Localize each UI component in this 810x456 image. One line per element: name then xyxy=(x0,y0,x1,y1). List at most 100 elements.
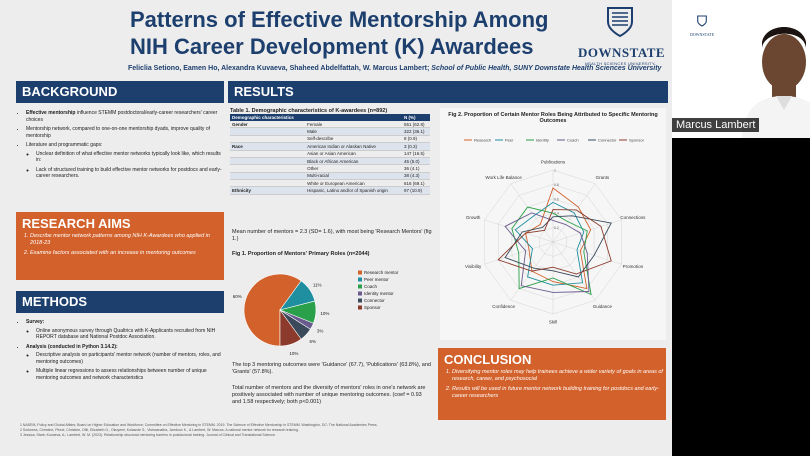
legend-swatch xyxy=(358,298,362,303)
methods-analysis: Analysis (conducted in Python 3.14.2): D… xyxy=(26,344,223,382)
demographics-table-block: Table 1. Demographic characteristics of … xyxy=(230,108,435,195)
table-row: Multi-racial 38 (4.3) xyxy=(230,172,430,181)
fig2-title: Fig 2. Proportion of Certain Mentor Role… xyxy=(448,112,658,124)
radar-axis-label: Skill xyxy=(549,320,557,325)
legend-swatch xyxy=(358,284,362,289)
shield-icon xyxy=(607,7,633,38)
poster-footnotes: 1 NASEM, Policy and Global Affairs; Boar… xyxy=(20,423,378,438)
radar-series-coach xyxy=(504,212,590,293)
radar-series-sponsor xyxy=(497,209,612,275)
pie-data-label: 11% xyxy=(313,283,322,288)
legend-label: Coach xyxy=(364,284,378,289)
row-label: Asian or Asian American xyxy=(305,150,402,158)
legend-label: Coach xyxy=(567,138,579,143)
radar-series-identity xyxy=(511,206,592,296)
poster-slide: Patterns of Effective Mentorship Among N… xyxy=(0,0,672,456)
row-value: 8 (0.9) xyxy=(401,135,430,144)
row-group xyxy=(230,179,306,188)
fig2-panel: Fig 2. Proportion of Certain Mentor Role… xyxy=(440,108,666,340)
radar-axis-label: Grants xyxy=(596,175,610,180)
row-value: 551 (62.8) xyxy=(401,121,430,129)
regression-result-text: Total number of mentors and the diversit… xyxy=(232,385,426,405)
row-group xyxy=(230,172,306,181)
row-value: 147 (16.5) xyxy=(401,150,430,158)
participant-name-label: Marcus Lambert xyxy=(672,118,760,132)
radar-axis-label: Confidence xyxy=(492,304,515,309)
row-label: Male xyxy=(305,127,402,136)
row-value: 322 (36.1) xyxy=(401,127,430,136)
radar-tick-label: 0.4 xyxy=(554,212,559,216)
row-label: Female xyxy=(305,121,402,129)
logo-name: DOWNSTATE xyxy=(578,45,666,60)
conclusion-1: Diversifying mentor roles may help train… xyxy=(452,369,666,382)
authors: Feliclia Setiono, Eamen Ho, Alexandra Ku… xyxy=(128,65,430,72)
methods-header: METHODS xyxy=(16,291,224,313)
radar-axis-label: Promotion xyxy=(623,264,644,269)
radar-axis-label: Guidance xyxy=(593,304,613,309)
pie-slice-research-mentor xyxy=(243,273,302,347)
row-group xyxy=(230,135,306,144)
participant-video-tile[interactable]: DOWNSTATE Marcus Lambert xyxy=(672,0,810,138)
aim-2: Examine factors associated with an incre… xyxy=(30,250,224,257)
background-sub-bullet-2: Lack of structured training to build eff… xyxy=(36,167,223,180)
row-label: White or European American xyxy=(305,179,402,188)
downstate-logo: DOWNSTATE HEALTH SCIENCES UNIVERSITY xyxy=(578,6,666,78)
radar-tick-label: 1 xyxy=(554,169,556,173)
radar-axis xyxy=(552,241,596,301)
title-line-2: NIH Career Development (K) Awardees xyxy=(130,34,534,59)
legend-swatch xyxy=(358,305,362,310)
demographics-table: Demographic characteristics N (%) Gender… xyxy=(230,114,430,195)
background-bullet-3: Literature and programmatic gaps: Unclea… xyxy=(26,142,223,180)
legend-label: Peer xyxy=(505,138,514,143)
table-row: Race American Indian or Alaskan Native 3 (… xyxy=(230,142,430,151)
table-header-n: N (%) xyxy=(401,114,430,121)
table-row: Black or African American 45 (5.0) xyxy=(230,157,430,166)
background-bullet-2: Mentorship network, compared to one-on-o… xyxy=(26,126,223,139)
pie-data-label: 10% xyxy=(320,311,329,316)
radar-series-peer xyxy=(514,201,585,286)
analysis-item-1: Descriptive analysis on participants' me… xyxy=(36,352,223,365)
legend-swatch xyxy=(358,277,362,282)
fig1-title: Fig 1. Proportion of Mentors' Primary Ro… xyxy=(232,251,370,257)
row-group: Race xyxy=(230,142,306,151)
footnote-1: 1 NASEM, Policy and Global Affairs; Boar… xyxy=(20,423,378,427)
legend-label: Research mentor xyxy=(364,270,399,275)
row-value: 38 (4.3) xyxy=(401,172,430,181)
row-group xyxy=(230,164,306,173)
table-row: Asian or Asian American 147 (16.5) xyxy=(230,150,430,158)
row-value: 36 (4.1) xyxy=(401,164,430,173)
video-panel: DOWNSTATE Marcus Lambert xyxy=(672,0,810,456)
methods-content: Survey: Online anonymous survey through … xyxy=(18,319,223,384)
table-row: Gender Female 551 (62.8) xyxy=(230,121,430,129)
radar-tick-label: 0.2 xyxy=(554,226,559,230)
radar-axis xyxy=(484,219,554,243)
background-header: BACKGROUND xyxy=(16,81,224,103)
background-content: Effective mentorship influence STEMM pos… xyxy=(18,110,223,183)
author-line: Feliclia Setiono, Eamen Ho, Alexandra Ku… xyxy=(128,65,661,72)
row-label: Hispanic, Latino and/or of Spanish origi… xyxy=(305,186,402,195)
table-row: White or European American 616 (69.1) xyxy=(230,179,430,188)
poster-title: Patterns of Effective Mentorship Among N… xyxy=(130,6,548,60)
results-header: RESULTS xyxy=(228,81,668,103)
row-label: Black or African American xyxy=(305,157,402,166)
legend-label: Peer mentor xyxy=(364,277,389,282)
legend-label: Identity mentor xyxy=(364,291,394,296)
analysis-item-2: Multiple linear regressions to assess re… xyxy=(36,368,223,381)
logo-subtitle: HEALTH SCIENCES UNIVERSITY xyxy=(585,61,655,66)
row-group: Gender xyxy=(230,121,306,129)
research-aims-header: RESEARCH AIMS xyxy=(22,216,131,231)
shield-icon xyxy=(697,15,707,27)
conclusion-header: CONCLUSION xyxy=(444,352,532,367)
conclusion-2: Results will be used in future mentor ne… xyxy=(452,386,666,399)
row-label: Multi-racial xyxy=(305,172,402,181)
row-group xyxy=(230,150,306,158)
background-sub-bullet-1: Unclear definition of what effective men… xyxy=(36,151,223,164)
title-line-1: Patterns of Effective Mentorship Among xyxy=(130,7,549,32)
aim-1: Describe mentor network patterns among N… xyxy=(30,233,224,246)
legend-label: Connector xyxy=(598,138,617,143)
radar-tick-label: 0.6 xyxy=(554,197,559,201)
table-title: Table 1. Demographic characteristics of … xyxy=(230,108,388,114)
radar-axis-label: Visibility xyxy=(465,264,482,269)
mean-mentors-text: Mean number of mentors = 2.3 (SD= 1.6), … xyxy=(232,229,432,242)
survey-text: Online anonymous survey through Qualtric… xyxy=(36,328,223,341)
